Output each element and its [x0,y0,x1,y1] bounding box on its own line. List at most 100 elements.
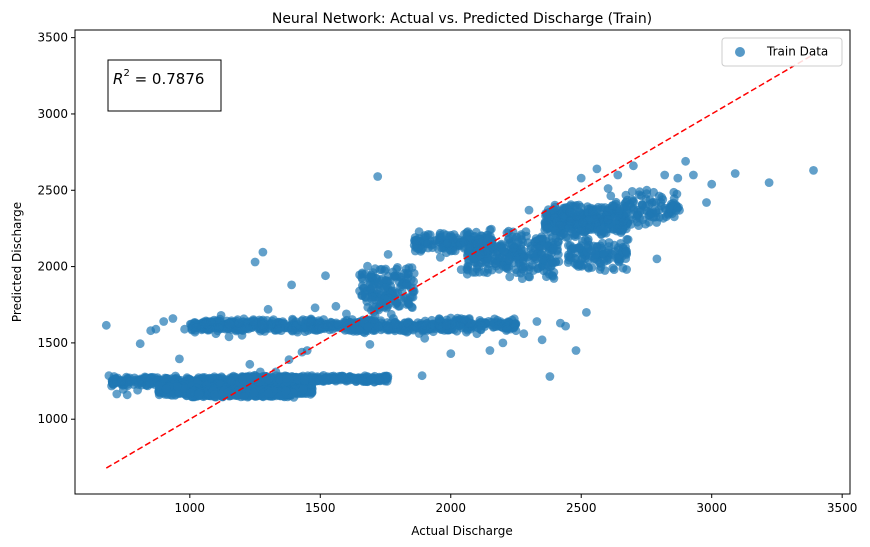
data-point [542,272,551,282]
y-tick-label: 1000 [37,412,68,426]
data-point [516,231,526,241]
data-point [631,213,641,223]
data-point [589,214,599,224]
data-point [442,320,451,330]
data-point [576,260,586,270]
data-points [101,156,818,402]
data-point [565,207,575,217]
data-point [393,288,402,297]
data-point [549,243,559,253]
data-point [389,314,398,323]
data-point [357,290,367,300]
data-point [589,241,598,251]
data-point [394,277,404,287]
data-point [442,239,452,248]
data-point [122,390,132,400]
data-point [608,263,618,273]
data-point [299,385,308,394]
data-point [145,379,155,389]
data-point [681,156,690,166]
data-point [511,326,521,336]
data-point [350,374,359,383]
data-point [660,170,670,180]
data-point [596,259,606,268]
data-point [255,367,265,377]
data-point [581,235,590,245]
data-point [531,234,541,243]
data-point [472,239,482,249]
data-point [257,320,267,330]
data-point [435,253,445,262]
r2-annotation-box [107,59,222,112]
data-point [317,324,326,333]
data-point [161,384,171,394]
x-tick-label: 1500 [305,501,336,515]
data-point [383,323,393,332]
data-point [526,244,536,254]
data-point [575,244,585,253]
data-point [383,302,392,311]
data-point [374,279,383,289]
x-tick-label: 2500 [566,501,597,515]
data-point [519,329,529,339]
data-point [509,244,518,253]
data-point [602,256,612,265]
data-point [575,207,584,217]
data-point [619,216,628,226]
data-point [590,250,600,259]
data-point [565,241,575,250]
data-point [338,373,348,383]
data-point [627,187,637,196]
data-point [524,205,534,215]
data-point [211,392,221,402]
data-point [673,173,683,183]
data-point [258,247,268,257]
data-point [612,254,621,264]
data-point [420,333,430,343]
data-point [532,317,542,326]
data-point [621,190,631,200]
data-point [135,339,145,349]
data-point [436,233,446,243]
data-point [299,323,309,333]
x-axis-label: Actual Discharge [411,524,513,538]
data-point [577,225,586,234]
data-point [357,273,367,282]
data-point [287,326,297,335]
x-tick-label: 3000 [696,501,727,515]
r2-superscript: 2 [123,68,129,79]
data-point [585,223,594,233]
data-point [622,208,632,217]
data-point [592,164,602,174]
data-point [101,320,111,330]
data-point [306,324,315,334]
data-point [373,322,383,332]
data-point [707,179,717,189]
data-point [409,277,418,286]
data-point [264,388,273,398]
y-tick-label: 2000 [37,260,68,274]
data-point [238,375,248,384]
data-point [647,208,657,218]
data-point [263,304,273,314]
data-point [133,385,143,395]
data-point [402,280,411,290]
data-point [634,221,644,231]
data-point [168,314,178,323]
data-point [342,309,351,319]
data-point [583,262,593,272]
data-point [275,375,285,384]
data-point [302,346,312,355]
data-point [485,346,495,355]
data-point [271,367,281,377]
legend-box [721,37,843,67]
data-point [511,265,521,274]
data-point [300,373,310,383]
data-point [365,340,375,349]
data-point [355,326,364,336]
data-point [224,332,234,342]
data-point [618,223,628,233]
data-point [245,359,255,369]
data-point [629,196,638,206]
